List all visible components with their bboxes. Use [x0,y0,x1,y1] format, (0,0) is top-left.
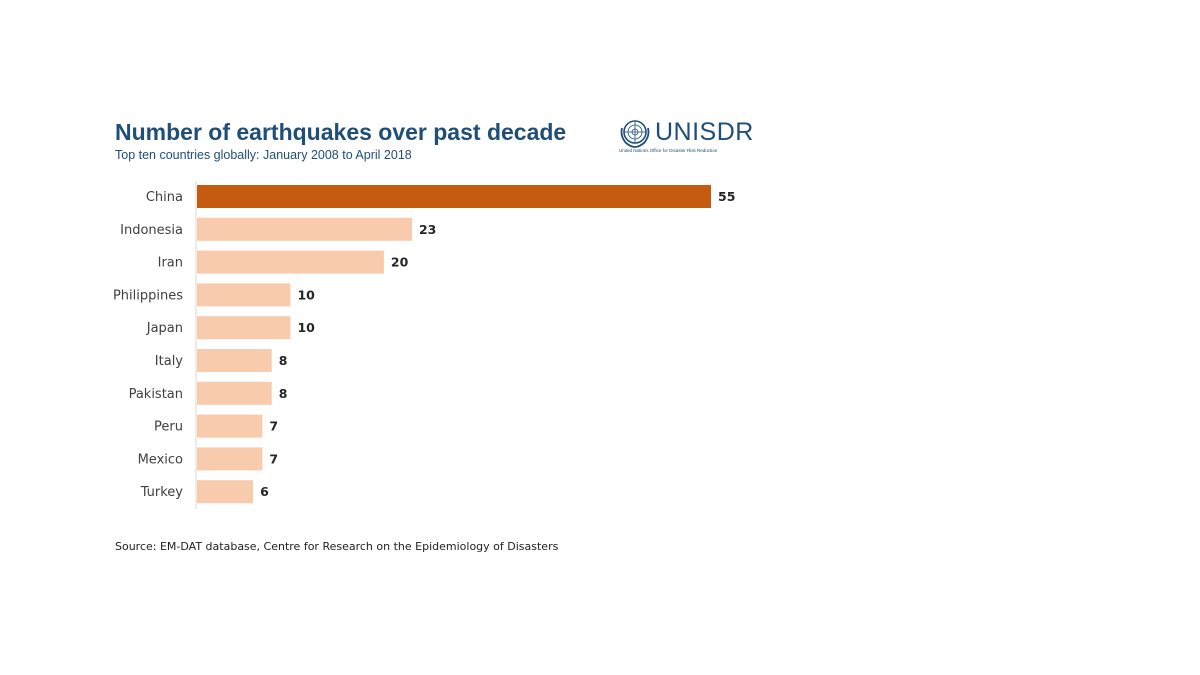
bar-mexico [197,447,263,471]
bar-philippines [197,283,291,307]
bar-pakistan [197,381,272,405]
bar-china [197,185,711,208]
category-label: Mexico [138,452,183,467]
value-label: 10 [297,320,315,335]
value-label: 23 [419,222,436,237]
bar-iran [197,250,384,274]
category-label: Peru [154,420,183,435]
category-label: Iran [158,256,183,271]
un-emblem-icon [620,120,650,148]
bar-indonesia [197,217,412,241]
value-label: 7 [269,451,278,466]
category-label: Indonesia [120,223,183,238]
category-label: Italy [155,354,184,369]
bar-japan [197,316,291,340]
category-label: Philippines [113,288,183,303]
category-label: Pakistan [129,387,183,402]
value-label: 8 [279,386,288,401]
value-label: 8 [279,353,288,368]
value-label: 20 [391,255,409,270]
source-note: Source: EM-DAT database, Centre for Rese… [115,540,559,553]
chart-title: Number of earthquakes over past decade [115,119,567,145]
value-label: 6 [260,484,269,499]
bar-italy [197,349,272,372]
value-label: 55 [718,189,735,204]
value-label: 7 [269,419,278,434]
value-label: 10 [297,287,315,302]
logo-tagline: United Nations Office for Disaster Risk … [619,148,718,153]
bar-peru [197,414,263,438]
unisdr-logo: UNISDR United Nations Office for Disaste… [617,116,753,156]
logo-wordmark: UNISDR [655,118,754,146]
chart-subtitle: Top ten countries globally: January 2008… [115,148,412,162]
category-label: Turkey [140,485,184,500]
bar-turkey [197,480,254,504]
category-label: Japan [146,321,183,336]
category-label: China [146,190,183,205]
